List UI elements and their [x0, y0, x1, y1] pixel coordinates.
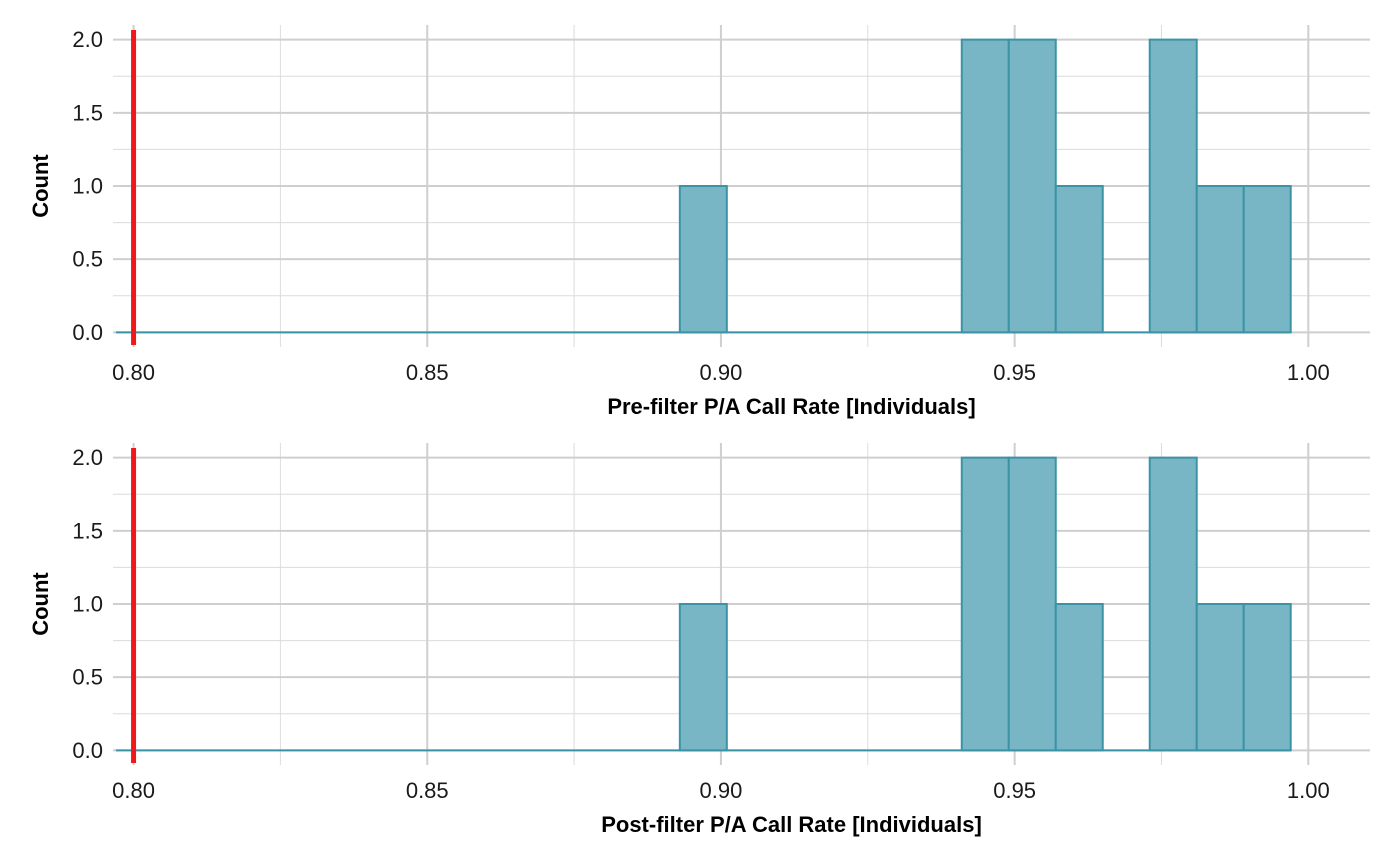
histogram-bar	[1007, 456, 1057, 752]
histogram-bar	[1054, 185, 1104, 334]
histogram-bar	[1007, 38, 1057, 334]
y-tick-label: 2.0	[72, 445, 103, 470]
y-tick-label: 1.0	[72, 174, 103, 199]
histogram-bar	[678, 185, 728, 334]
y-tick-label: 0.5	[72, 247, 103, 272]
y-tick-label: 1.5	[72, 518, 103, 543]
x-tick-label: 0.95	[993, 360, 1036, 385]
x-axis-title: Pre-filter P/A Call Rate [Individuals]	[607, 394, 975, 419]
x-tick-label: 1.00	[1287, 778, 1330, 803]
histogram-bar	[678, 603, 728, 752]
y-tick-label: 1.5	[72, 100, 103, 125]
y-tick-label: 0.0	[72, 738, 103, 763]
x-tick-label: 0.85	[406, 778, 449, 803]
y-axis-title: Count	[28, 154, 53, 218]
histogram-bar	[1195, 185, 1245, 334]
histogram-bar	[1242, 185, 1292, 334]
histogram-bar	[1195, 603, 1245, 752]
histogram-bar	[960, 38, 1010, 334]
x-tick-label: 0.90	[700, 360, 743, 385]
x-tick-label: 0.90	[700, 778, 743, 803]
y-tick-label: 2.0	[72, 27, 103, 52]
y-axis-title: Count	[28, 572, 53, 636]
x-tick-label: 0.80	[112, 360, 155, 385]
pre-filter-histogram-panel: 0.0 0.5 1.0 1.5 2.0 0.80 0.85 0.90 0.95 1.00 Pre-f…	[28, 25, 1370, 419]
x-tick-label: 0.80	[112, 778, 155, 803]
x-tick-label: 1.00	[1287, 360, 1330, 385]
histogram-bar	[1148, 456, 1198, 752]
histogram-bar	[1148, 38, 1198, 334]
histogram-bar	[1242, 603, 1292, 752]
histogram-bar	[1054, 603, 1104, 752]
x-tick-label: 0.85	[406, 360, 449, 385]
histogram-bar	[960, 456, 1010, 752]
x-tick-label: 0.95	[993, 778, 1036, 803]
y-tick-label: 0.5	[72, 665, 103, 690]
post-filter-histogram-panel: 0.0 0.5 1.0 1.5 2.0 0.80 0.85 0.90 0.95 1.00 Post-…	[28, 443, 1370, 837]
x-axis-title: Post-filter P/A Call Rate [Individuals]	[601, 812, 982, 837]
y-tick-label: 1.0	[72, 592, 103, 617]
y-tick-label: 0.0	[72, 320, 103, 345]
